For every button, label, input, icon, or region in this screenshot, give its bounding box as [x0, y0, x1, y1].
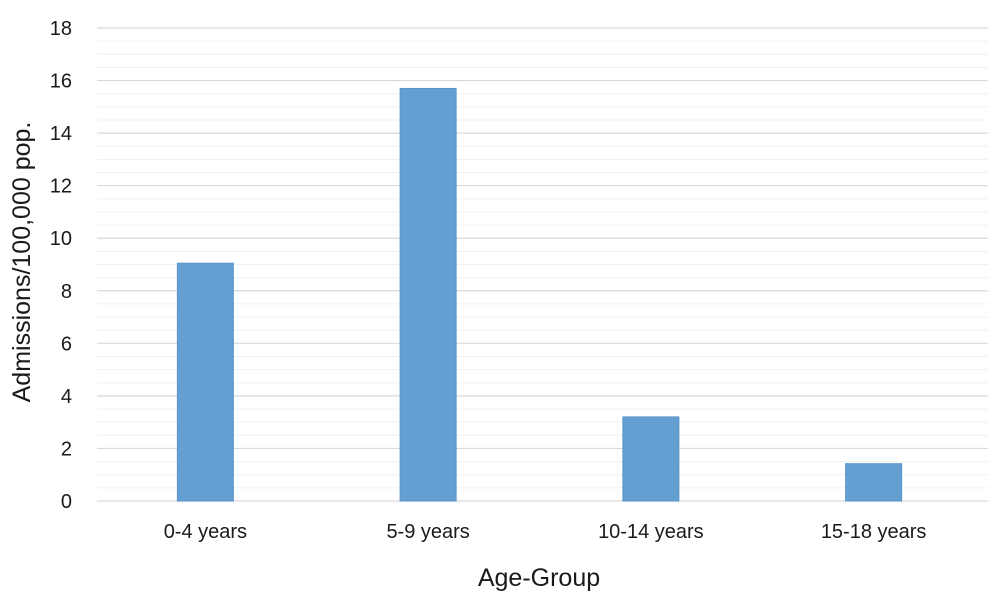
gridlines	[97, 27, 988, 502]
bar	[399, 87, 457, 502]
bar	[845, 463, 903, 502]
y-tick-label: 16	[50, 71, 72, 93]
y-tick-label: 14	[50, 123, 72, 145]
x-tick-label: 10-14 years	[598, 521, 704, 543]
y-tick-label: 6	[61, 333, 72, 355]
y-tick-label: 8	[61, 281, 72, 303]
y-tick-label: 12	[50, 176, 72, 198]
x-tick-label: 0-4 years	[164, 521, 247, 543]
bars	[176, 87, 903, 502]
x-axis-ticks: 0-4 years 5-9 years 10-14 years 15-18 years	[164, 521, 927, 543]
y-tick-label: 18	[50, 18, 72, 40]
x-tick-label: 5-9 years	[386, 521, 469, 543]
x-axis-title: Age-Group	[478, 564, 600, 592]
y-axis-ticks: 0 2 4 6 8 10 12 14 16 18	[50, 18, 72, 513]
x-tick-label: 15-18 years	[821, 521, 927, 543]
y-tick-label: 0	[61, 491, 72, 513]
y-tick-label: 2	[61, 438, 72, 460]
y-tick-label: 10	[50, 228, 72, 250]
y-axis-title: Admissions/100,000 pop.	[8, 122, 36, 403]
bar	[622, 416, 680, 502]
bar	[176, 262, 234, 502]
y-tick-label: 4	[61, 386, 72, 408]
